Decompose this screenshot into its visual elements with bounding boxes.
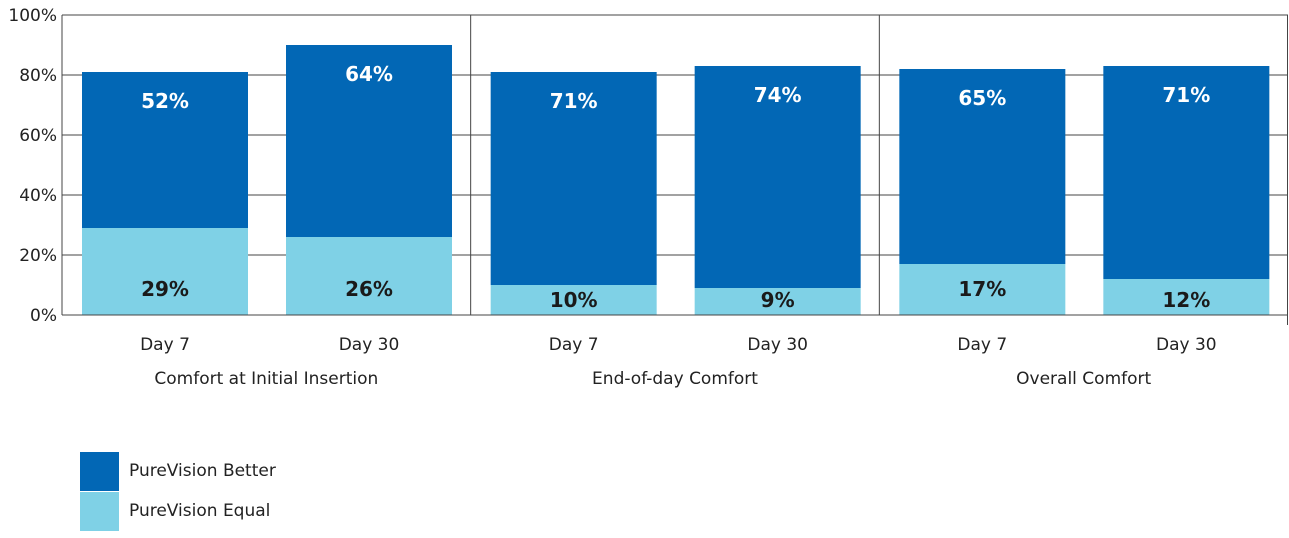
legend-swatch-better [80,452,119,491]
stacked-bar-chart: 0% 20% 40% 60% 80% 100% 52% 29% Day 7 64% 26% Day 3… [8,6,1288,389]
data-label-equal: 12% [1162,288,1210,312]
bar-equal [899,264,1066,315]
data-label-better: 71% [550,89,598,113]
y-tick-label: 20% [19,246,57,266]
bar-better [694,66,861,288]
x-group-label: Comfort at Initial Insertion [154,369,378,389]
bar-better [286,45,452,237]
bar-equal [286,237,452,315]
data-label-better: 52% [141,89,189,113]
y-tick-label: 40% [19,186,57,206]
data-label-equal: 9% [761,288,795,312]
y-tick-label: 80% [19,66,57,86]
data-label-better: 74% [754,83,802,107]
x-category-label: Day 30 [1156,335,1217,355]
bar-better [1103,66,1270,279]
legend-label-equal: PureVision Equal [129,501,271,521]
bar-better [82,72,248,228]
bar-better [490,72,657,285]
x-category-label: Day 7 [957,335,1007,355]
bar-equal [82,228,248,315]
x-group-label: End-of-day Comfort [592,369,758,389]
x-group-label: Overall Comfort [1016,369,1151,389]
data-label-equal: 29% [141,277,189,301]
y-tick-label: 0% [30,306,57,326]
legend-label-better: PureVision Better [129,461,276,481]
y-tick-label: 100% [8,6,57,26]
legend-swatch-equal [80,492,119,531]
x-category-label: Day 30 [747,335,808,355]
y-tick-label: 60% [19,126,57,146]
data-label-equal: 26% [345,277,393,301]
data-label-better: 71% [1162,83,1210,107]
bar-equal [490,285,657,315]
data-label-equal: 10% [550,288,598,312]
data-label-equal: 17% [958,277,1006,301]
bar-better [899,69,1066,264]
bar-equal [1103,279,1270,315]
bar-equal [694,288,861,315]
x-category-label: Day 30 [339,335,400,355]
data-label-better: 65% [958,86,1006,110]
x-category-label: Day 7 [140,335,190,355]
x-category-label: Day 7 [549,335,599,355]
data-label-better: 64% [345,62,393,86]
